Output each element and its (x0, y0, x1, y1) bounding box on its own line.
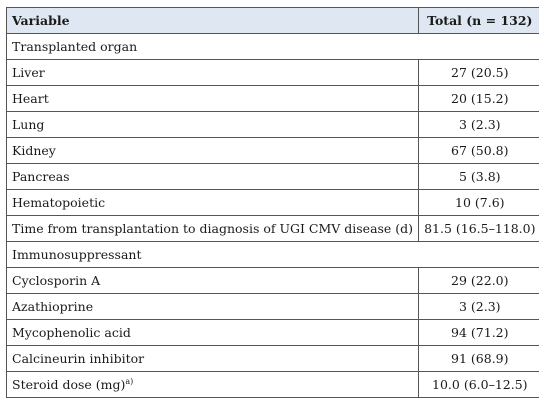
header-total: Total (n = 132) (418, 7, 539, 34)
row-label: Liver (12, 65, 45, 80)
row-label: Pancreas (12, 169, 70, 184)
header-row: Variable Total (n = 132) (5, 7, 539, 34)
row-label: Time from transplantation to diagnosis o… (12, 221, 414, 236)
row-value: 27 (20.5) (418, 59, 539, 86)
table-row: Steroid dose (mg)a) 10.0 (6.0–12.5) (5, 371, 539, 398)
row-label-cell: Steroid dose (mg)a) (5, 371, 420, 398)
row-value: 81.5 (16.5–118.0) (418, 215, 539, 242)
row-value: 3 (2.3) (418, 293, 539, 320)
row-label-cell: Heart (5, 85, 420, 112)
row-label-cell: Kidney (5, 137, 420, 164)
table-row: Mycophenolic acid 94 (71.2) (5, 319, 539, 346)
row-label: Lung (12, 117, 45, 132)
table-row: Hematopoietic 10 (7.6) (5, 189, 539, 216)
header-variable: Variable (5, 7, 420, 34)
section-row: Transplanted organ (6, 33, 539, 60)
row-label-cell: Liver (5, 59, 420, 86)
row-value: 91 (68.9) (418, 345, 539, 372)
row-value: 94 (71.2) (418, 319, 539, 346)
data-table: Variable Total (n = 132) Transplanted or… (5, 7, 539, 398)
table-row: Cyclosporin A 29 (22.0) (5, 267, 539, 294)
row-label: Mycophenolic acid (12, 325, 131, 340)
table-row: Lung 3 (2.3) (5, 111, 539, 138)
row-label-cell: Time from transplantation to diagnosis o… (5, 215, 420, 242)
row-value: 10.0 (6.0–12.5) (418, 371, 539, 398)
table-row: Liver 27 (20.5) (5, 59, 539, 86)
table-container: Variable Total (n = 132) Transplanted or… (5, 7, 539, 398)
table-body: Transplanted organ Liver 27 (20.5) Heart 20 … (5, 33, 539, 398)
row-value: 20 (15.2) (418, 85, 539, 112)
row-value: 3 (2.3) (418, 111, 539, 138)
table-row: Pancreas 5 (3.8) (5, 163, 539, 190)
table-row: Time from transplantation to diagnosis o… (5, 215, 539, 242)
row-value: 10 (7.6) (418, 189, 539, 216)
section-label: Immunosuppressant (6, 241, 539, 268)
row-label-cell: Azathioprine (5, 293, 420, 320)
row-label-cell: Hematopoietic (5, 189, 420, 216)
row-label-cell: Lung (5, 111, 420, 138)
row-label-cell: Cyclosporin A (5, 267, 420, 294)
row-label: Hematopoietic (12, 195, 106, 210)
row-label-cell: Pancreas (5, 163, 420, 190)
row-value: 29 (22.0) (418, 267, 539, 294)
row-value: 5 (3.8) (418, 163, 539, 190)
section-row: Immunosuppressant (6, 241, 539, 268)
row-label: Azathioprine (12, 299, 94, 314)
row-label: Calcineurin inhibitor (12, 351, 145, 366)
footnote-marker: a) (125, 377, 134, 386)
table-row: Azathioprine 3 (2.3) (5, 293, 539, 320)
section-label: Transplanted organ (6, 33, 539, 60)
row-label-cell: Mycophenolic acid (5, 319, 420, 346)
row-value: 67 (50.8) (418, 137, 539, 164)
row-label: Kidney (12, 143, 56, 158)
row-label: Heart (12, 91, 49, 106)
table-row: Kidney 67 (50.8) (5, 137, 539, 164)
table-row: Calcineurin inhibitor 91 (68.9) (5, 345, 539, 372)
row-label: Steroid dose (mg) (12, 377, 126, 392)
row-label-cell: Calcineurin inhibitor (5, 345, 420, 372)
table-row: Heart 20 (15.2) (5, 85, 539, 112)
row-label: Cyclosporin A (12, 273, 101, 288)
